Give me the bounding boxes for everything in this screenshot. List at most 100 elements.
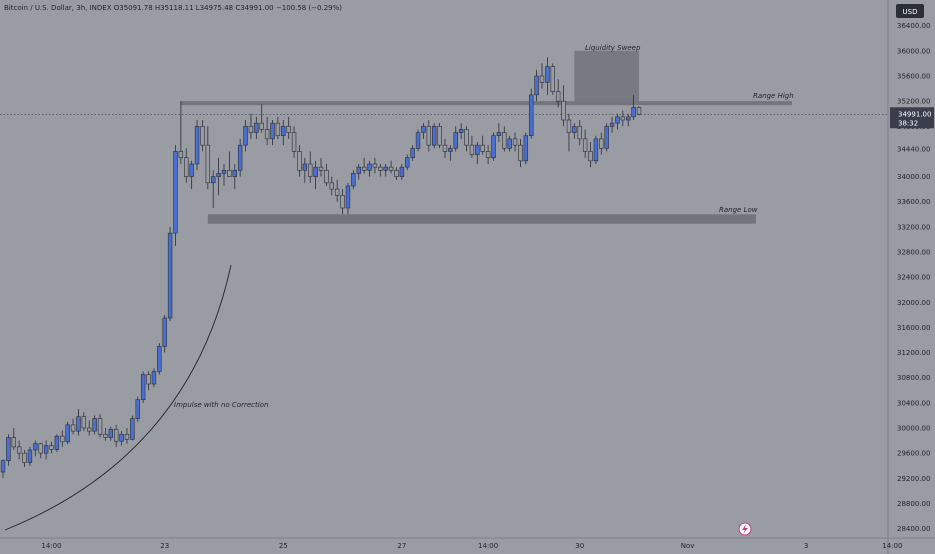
price-tick-label: 34440.00 (897, 145, 930, 153)
time-tick-label: 14:00 (478, 542, 498, 550)
candle-body (87, 427, 92, 432)
candle-body (281, 125, 286, 137)
lightning-bolt-glyph (742, 524, 748, 534)
impulse-label: Impulse with no Correction (174, 401, 268, 409)
candle-body (211, 176, 216, 184)
currency-badge (896, 4, 924, 18)
candle-body (270, 122, 275, 140)
price-tick-label: 30000.00 (897, 425, 930, 433)
candle-body (604, 125, 609, 149)
candle-body (561, 100, 566, 121)
candle-body (16, 446, 22, 454)
candle-body (11, 437, 16, 448)
candle-body (248, 125, 254, 133)
candle-body (356, 166, 361, 174)
candle-body (130, 418, 135, 440)
candle-body (572, 125, 577, 133)
candle-body (76, 416, 81, 432)
candle-body (545, 66, 550, 83)
candle-body (297, 151, 302, 171)
price-tick-label: 32400.00 (897, 274, 930, 282)
candle-body (480, 144, 485, 152)
candle-body (146, 374, 151, 385)
candle-body (523, 135, 529, 162)
candle-body (313, 166, 318, 177)
candle-body (54, 435, 60, 450)
candle-body (496, 132, 502, 137)
candle-body (291, 132, 297, 152)
candle-body (383, 166, 388, 171)
candle-body (631, 107, 636, 118)
candle-body (539, 75, 545, 83)
candle-body (566, 119, 572, 133)
candle-body (49, 445, 54, 450)
price-tick-label: 30800.00 (897, 374, 930, 382)
time-tick-label: 23 (160, 542, 169, 550)
candle-body (431, 125, 437, 146)
candle-body (275, 122, 281, 137)
candle-body (421, 125, 426, 133)
candle-body (308, 163, 313, 177)
candle-body (534, 75, 539, 96)
candle-body (124, 433, 130, 440)
candle-body (399, 166, 405, 177)
price-tick-label: 36000.00 (897, 47, 930, 55)
range-high-label: Range High (753, 92, 794, 100)
candle-body (113, 428, 119, 442)
price-tick-label: 35200.00 (897, 98, 930, 106)
candle-body (555, 91, 561, 102)
candle-body (334, 188, 340, 196)
range-low-zone (207, 214, 756, 224)
ohlc-open: O35091.78 (113, 4, 153, 12)
liquidity-sweep-zone (574, 50, 640, 102)
candle-body (410, 147, 415, 159)
candle-body (232, 169, 237, 177)
candle-body (205, 144, 211, 184)
candle-body (70, 424, 76, 432)
price-tick-label: 33200.00 (897, 223, 930, 231)
candle-body (351, 173, 356, 187)
ohlc-low: L34975.48 (195, 4, 234, 12)
candle-body (464, 129, 469, 146)
candle-body (38, 443, 43, 454)
candle-body (626, 116, 631, 121)
time-tick-label: 14:00 (882, 542, 902, 550)
candle-body (237, 144, 243, 171)
price-tick-label: 32000.00 (897, 299, 930, 307)
candle-body (243, 125, 248, 146)
candle-body (588, 151, 593, 162)
price-tick-label: 28800.00 (897, 500, 930, 508)
range-high-zone (180, 101, 792, 106)
candle-body (507, 138, 512, 149)
time-tick-label: 30 (575, 542, 584, 550)
time-tick-label: 27 (397, 542, 406, 550)
candle-body (448, 147, 453, 152)
candle-body (329, 182, 334, 190)
candle-body (184, 157, 189, 177)
candle-body (318, 166, 324, 171)
candle-body (324, 169, 329, 184)
candle-body (0, 460, 6, 473)
candle-body (200, 125, 205, 146)
candle-body (518, 144, 523, 162)
price-tick-label: 31200.00 (897, 349, 930, 357)
candle-body (636, 107, 642, 115)
time-tick-label: Nov (681, 542, 695, 550)
candle-body (286, 125, 291, 133)
candle-body (194, 125, 200, 165)
candle-body (599, 138, 604, 149)
currency-badge-label: USD (903, 8, 918, 16)
chart-header: Bitcoin / U.S. Dollar, 3h, INDEX O35091.… (4, 4, 342, 12)
candle-body (173, 151, 178, 234)
candle-body (65, 424, 70, 443)
impulse-curve (4, 264, 232, 531)
price-tick-label: 28400.00 (897, 525, 930, 533)
candle-body (135, 399, 140, 419)
candle-body (475, 144, 480, 155)
candle-body (81, 416, 87, 429)
candle-body (388, 166, 394, 171)
candle-body (259, 122, 264, 130)
candle-body (167, 232, 173, 319)
